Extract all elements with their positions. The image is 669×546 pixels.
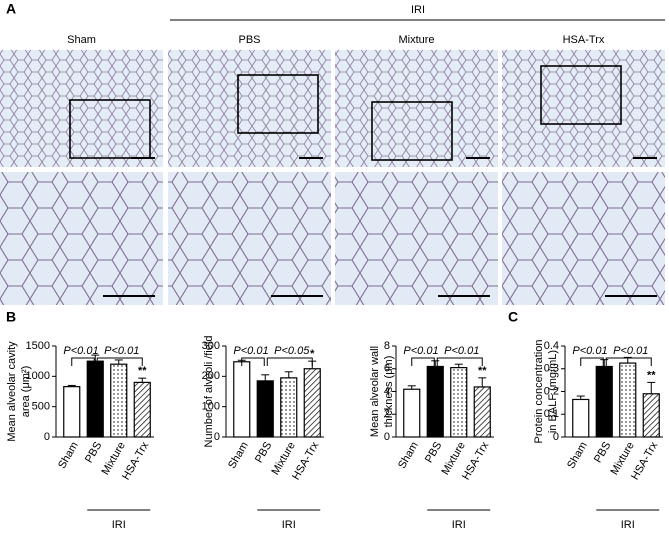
y-tick-label: 1500 — [26, 340, 50, 352]
y-tick-label: 100 — [202, 401, 220, 413]
y-tick-label: 0 — [44, 431, 50, 443]
bracket — [96, 357, 143, 366]
group-label: IRI — [621, 519, 635, 531]
bar — [303, 368, 321, 438]
significance-star: ** — [647, 369, 656, 381]
y-tick-label: 1000 — [26, 370, 50, 382]
x-tick-label: PBS — [253, 440, 274, 465]
bracket — [436, 357, 483, 366]
bracket — [580, 357, 604, 366]
y-tick-label: 2 — [384, 408, 390, 420]
bracket — [411, 357, 435, 366]
y-tick-label: 0.1 — [544, 408, 559, 420]
bar — [256, 380, 274, 438]
bar — [403, 388, 421, 438]
inset-box — [371, 101, 453, 161]
bracket — [71, 357, 95, 366]
y-tick-label: 8 — [384, 340, 390, 352]
p-value-label: P<0.01 — [613, 345, 648, 357]
y-tick-label: 0.3 — [544, 363, 559, 375]
column-label: PBS — [238, 34, 260, 46]
micrograph — [168, 50, 331, 167]
p-value-label: P<0.01 — [63, 345, 98, 357]
micrograph — [0, 172, 163, 305]
bar — [595, 365, 613, 438]
y-axis-label: area (μm²) — [20, 366, 32, 418]
y-tick-label: 6 — [384, 363, 390, 375]
inset-box — [69, 99, 151, 159]
micrograph — [502, 172, 665, 305]
x-tick-label: PBS — [423, 440, 444, 465]
significance-star: ** — [478, 365, 487, 377]
y-tick-label: 0 — [214, 431, 220, 443]
y-tick-label: 0.2 — [544, 385, 559, 397]
group-label: IRI — [112, 519, 126, 531]
y-axis-label: Number of alveoli /field — [203, 336, 215, 448]
y-axis-label: in BALF (mg/mL) — [547, 350, 559, 433]
micrograph — [168, 172, 331, 305]
micrograph — [502, 50, 665, 167]
y-axis-label: Mean alveolar cavity — [6, 341, 18, 442]
panel-a: A IRI — [6, 1, 665, 21]
p-value-label: P<0.01 — [233, 345, 268, 357]
bar — [86, 360, 104, 438]
significance-star: ** — [138, 365, 147, 377]
bar — [642, 393, 660, 438]
group-label: IRI — [411, 4, 425, 16]
bar — [426, 365, 444, 438]
y-axis-label: Mean alveolar wall — [369, 346, 381, 437]
y-tick-label: 300 — [202, 340, 220, 352]
x-tick-label: Sham — [565, 440, 590, 471]
bar — [110, 363, 128, 438]
bracket — [605, 357, 652, 366]
bracket — [241, 357, 265, 366]
bar — [473, 386, 491, 438]
panel-label: C — [508, 309, 518, 325]
x-tick-label: Sham — [226, 440, 251, 471]
inset-box — [540, 65, 622, 125]
group-label: IRI — [452, 519, 466, 531]
column-label: Mixture — [398, 34, 434, 46]
panel-label: B — [6, 309, 16, 325]
y-axis-label: thickness (μm) — [383, 356, 395, 428]
bar — [233, 361, 251, 438]
y-tick-label: 200 — [202, 370, 220, 382]
micrograph — [0, 50, 163, 167]
panel-label: A — [6, 1, 16, 17]
significance-star: * — [310, 348, 315, 360]
bar — [133, 381, 151, 438]
p-value-label: P<0.01 — [104, 345, 139, 357]
p-value-label: P<0.05 — [274, 345, 310, 357]
p-value-label: P<0.01 — [444, 345, 479, 357]
bar — [572, 398, 590, 438]
column-label: HSA-Trx — [563, 34, 605, 46]
group-label: IRI — [282, 519, 296, 531]
y-tick-label: 0.4 — [544, 340, 559, 352]
bar — [450, 367, 468, 438]
p-value-label: P<0.01 — [572, 345, 607, 357]
bracket — [266, 357, 313, 366]
x-tick-label: Sham — [396, 440, 421, 471]
column-label: Sham — [67, 34, 96, 46]
bar — [619, 362, 637, 438]
micrograph — [335, 172, 498, 305]
bar — [63, 386, 81, 438]
y-axis-label: Protein concentration — [533, 340, 545, 444]
p-value-label: P<0.01 — [403, 345, 438, 357]
inset-box — [237, 74, 319, 134]
micrograph — [335, 50, 498, 167]
x-tick-label: PBS — [83, 440, 104, 465]
y-tick-label: 4 — [384, 385, 390, 397]
x-tick-label: PBS — [592, 440, 613, 465]
x-tick-label: Sham — [56, 440, 81, 471]
bar — [280, 377, 298, 438]
y-tick-label: 500 — [32, 401, 50, 413]
y-tick-label: 0 — [553, 431, 559, 443]
y-tick-label: 0 — [384, 431, 390, 443]
